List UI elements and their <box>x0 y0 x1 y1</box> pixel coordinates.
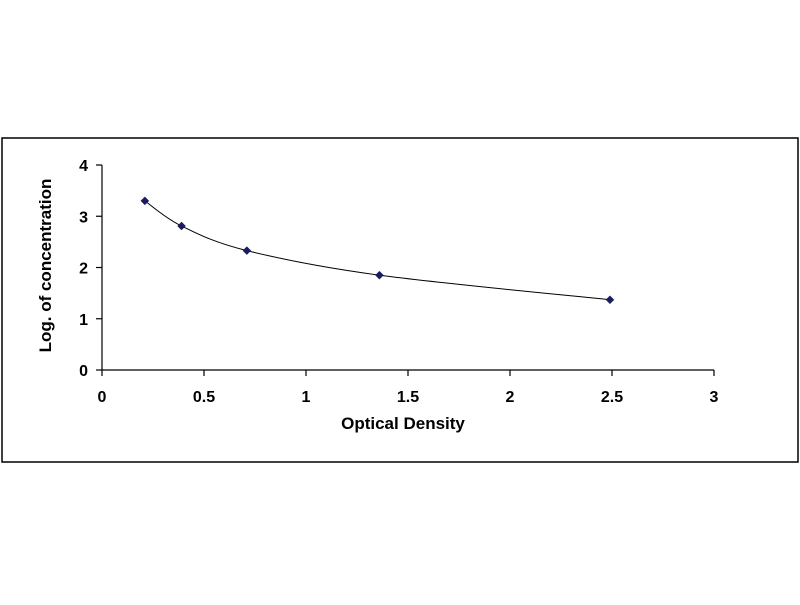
x-tick-label: 1 <box>302 389 311 406</box>
y-axis-title: Log. of concentration <box>36 179 55 353</box>
data-point-marker <box>242 246 252 255</box>
x-tick-label: 3 <box>710 389 719 406</box>
data-point-marker <box>605 295 615 305</box>
y-tick-label: 1 <box>79 312 88 329</box>
x-tick-label: 0.5 <box>193 389 215 406</box>
y-tick-label: 4 <box>79 158 88 175</box>
data-point-marker <box>375 270 384 280</box>
y-tick-label: 3 <box>79 209 88 226</box>
x-tick-label: 1.5 <box>397 389 419 406</box>
chart-border <box>1 137 799 463</box>
x-tick-label: 2 <box>506 389 515 406</box>
data-point-marker <box>140 196 150 206</box>
x-tick-label: 0 <box>98 389 107 406</box>
data-markers <box>140 196 615 305</box>
y-axis-ticks: 0 1 2 3 4 <box>79 158 102 380</box>
x-axis-title: Optical Density <box>341 414 465 433</box>
y-tick-label: 0 <box>79 363 88 380</box>
y-tick-label: 2 <box>79 261 88 278</box>
data-point-marker <box>177 221 186 231</box>
fitted-curve <box>144 200 611 301</box>
x-axis-ticks: 0 0.5 1 1.5 2 2.5 3 <box>98 370 719 406</box>
x-tick-label: 2.5 <box>601 389 623 406</box>
